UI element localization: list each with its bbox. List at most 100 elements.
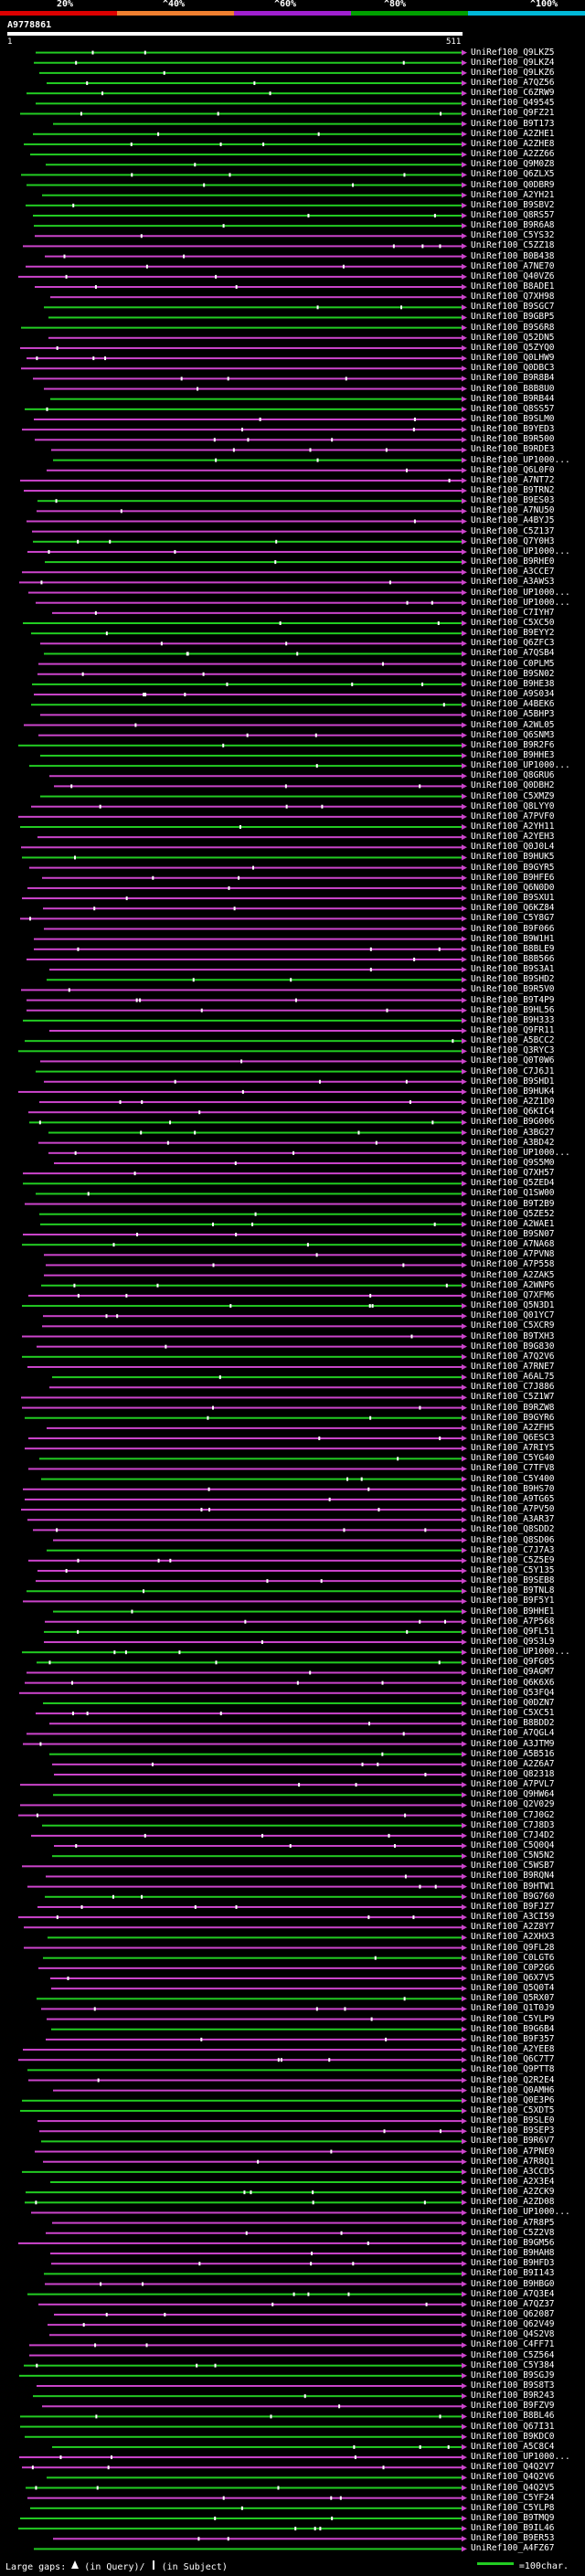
hit-label[interactable]: UniRef100_UP1000... <box>471 760 570 771</box>
hit-label[interactable]: UniRef100_B9HBG0 <box>471 2278 555 2289</box>
hit-label[interactable]: UniRef100_A3BD42 <box>471 1137 555 1148</box>
hit-label[interactable]: UniRef100_Q4Q2V7 <box>471 2462 555 2473</box>
hit-label[interactable]: UniRef100_Q0E3P6 <box>471 2094 555 2105</box>
hit-label[interactable]: UniRef100_Q53FQ4 <box>471 1687 555 1698</box>
hit-label[interactable]: UniRef100_B9T4P9 <box>471 994 555 1005</box>
hit-label[interactable]: UniRef100_C5Q0Q4 <box>471 1840 555 1851</box>
hit-label[interactable]: UniRef100_Q7XH57 <box>471 1168 555 1179</box>
hit-label[interactable]: UniRef100_A7Q3E4 <box>471 2288 555 2299</box>
hit-label[interactable]: UniRef100_B9SLE0 <box>471 2115 555 2126</box>
hit-label[interactable]: UniRef100_A9S034 <box>471 689 555 700</box>
hit-label[interactable]: UniRef100_Q0DBC3 <box>471 363 555 374</box>
hit-label[interactable]: UniRef100_B9GBP5 <box>471 312 555 323</box>
hit-label[interactable]: UniRef100_Q9LKZ6 <box>471 67 555 78</box>
hit-label[interactable]: UniRef100_A7QGL4 <box>471 1728 555 1739</box>
hit-label[interactable]: UniRef100_Q62087 <box>471 2308 555 2319</box>
hit-label[interactable]: UniRef100_A2Z6A7 <box>471 1758 555 1769</box>
hit-label[interactable]: UniRef100_B9S3A1 <box>471 964 555 975</box>
hit-label[interactable]: UniRef100_Q6ZFC3 <box>471 638 555 649</box>
hit-label[interactable]: UniRef100_Q5RX07 <box>471 1993 555 2004</box>
hit-label[interactable]: UniRef100_B9HUK4 <box>471 1086 555 1097</box>
hit-label[interactable]: UniRef100_A2XHX3 <box>471 1932 555 1943</box>
hit-label[interactable]: UniRef100_A7R8Q1 <box>471 2156 555 2167</box>
hit-label[interactable]: UniRef100_Q0DBH2 <box>471 780 555 791</box>
hit-label[interactable]: UniRef100_A7QSB4 <box>471 648 555 659</box>
hit-label[interactable]: UniRef100_B8BDD2 <box>471 1718 555 1729</box>
hit-label[interactable]: UniRef100_A7PVL7 <box>471 1779 555 1790</box>
hit-label[interactable]: UniRef100_A7PNE0 <box>471 2146 555 2157</box>
hit-label[interactable]: UniRef100_Q40VZ6 <box>471 270 555 281</box>
hit-label[interactable]: UniRef100_A7NU50 <box>471 505 555 516</box>
hit-label[interactable]: UniRef100_Q01YC7 <box>471 1310 555 1321</box>
hit-label[interactable]: UniRef100_C5XDT5 <box>471 2104 555 2115</box>
hit-label[interactable]: UniRef100_C5YS32 <box>471 230 555 241</box>
hit-label[interactable]: UniRef100_C0PLM5 <box>471 658 555 669</box>
hit-label[interactable]: UniRef100_Q8RS57 <box>471 209 555 220</box>
hit-label[interactable]: UniRef100_A3AR37 <box>471 1514 555 1525</box>
hit-label[interactable]: UniRef100_B9R6A8 <box>471 220 555 231</box>
hit-label[interactable]: UniRef100_C5Y8G7 <box>471 913 555 924</box>
hit-label[interactable]: UniRef100_A3CCD5 <box>471 2166 555 2177</box>
hit-label[interactable]: UniRef100_Q8GRU6 <box>471 770 555 781</box>
hit-label[interactable]: UniRef100_B9IL46 <box>471 2523 555 2534</box>
hit-label[interactable]: UniRef100_A7Q2V6 <box>471 1351 555 1362</box>
hit-label[interactable]: UniRef100_B9RDE3 <box>471 444 555 455</box>
hit-label[interactable]: UniRef100_A2ZZ66 <box>471 149 555 160</box>
hit-label[interactable]: UniRef100_B0B438 <box>471 250 555 261</box>
hit-label[interactable]: UniRef100_Q3RYC3 <box>471 1045 555 1056</box>
hit-label[interactable]: UniRef100_C0P2G6 <box>471 1962 555 1973</box>
hit-label[interactable]: UniRef100_B9G830 <box>471 1341 555 1352</box>
hit-label[interactable]: UniRef100_A2ZHE8 <box>471 138 555 149</box>
hit-label[interactable]: UniRef100_Q9AGM7 <box>471 1667 555 1678</box>
hit-label[interactable]: UniRef100_A2YH11 <box>471 822 555 832</box>
hit-label[interactable]: UniRef100_Q7Y0H3 <box>471 535 555 546</box>
hit-label[interactable]: UniRef100_A7NT72 <box>471 474 555 485</box>
hit-label[interactable]: UniRef100_Q1SW00 <box>471 1188 555 1199</box>
hit-label[interactable]: UniRef100_B9SXU1 <box>471 893 555 904</box>
hit-label[interactable]: UniRef100_Q7XH98 <box>471 292 555 302</box>
hit-label[interactable]: UniRef100_B8BL46 <box>471 2411 555 2422</box>
hit-label[interactable]: UniRef100_UP1000... <box>471 1647 570 1658</box>
hit-label[interactable]: UniRef100_C0LGT6 <box>471 1952 555 1963</box>
hit-label[interactable]: UniRef100_B9SN07 <box>471 1229 555 1240</box>
hit-label[interactable]: UniRef100_A4BYJ5 <box>471 515 555 526</box>
hit-label[interactable]: UniRef100_Q4Q2V5 <box>471 2482 555 2493</box>
hit-label[interactable]: UniRef100_Q6K6X6 <box>471 1677 555 1688</box>
hit-label[interactable]: UniRef100_B9G760 <box>471 1891 555 1902</box>
hit-label[interactable]: UniRef100_UP1000... <box>471 597 570 608</box>
hit-label[interactable]: UniRef100_A2YEH3 <box>471 832 555 843</box>
hit-label[interactable]: UniRef100_B9R243 <box>471 2390 555 2401</box>
hit-label[interactable]: UniRef100_UP1000... <box>471 2452 570 2463</box>
hit-label[interactable]: UniRef100_B9GYR6 <box>471 1412 555 1423</box>
hit-label[interactable]: UniRef100_Q7XFM6 <box>471 1289 555 1300</box>
hit-label[interactable]: UniRef100_Q5Q0T4 <box>471 1983 555 1994</box>
hit-label[interactable]: UniRef100_C6ZRW9 <box>471 88 555 99</box>
hit-label[interactable]: UniRef100_B9G6B4 <box>471 2023 555 2034</box>
hit-label[interactable]: UniRef100_B9HUK5 <box>471 852 555 863</box>
hit-label[interactable]: UniRef100_B9RHE0 <box>471 557 555 567</box>
hit-label[interactable]: UniRef100_B9RQN4 <box>471 1871 555 1882</box>
hit-label[interactable]: UniRef100_A4BEK6 <box>471 699 555 710</box>
hit-label[interactable]: UniRef100_A2X3E4 <box>471 2177 555 2187</box>
hit-label[interactable]: UniRef100_Q9LKZ5 <box>471 47 555 58</box>
hit-label[interactable]: UniRef100_B9TRN2 <box>471 485 555 496</box>
hit-label[interactable]: UniRef100_C7TFV8 <box>471 1463 555 1474</box>
hit-label[interactable]: UniRef100_Q6N0D0 <box>471 882 555 893</box>
hit-label[interactable]: UniRef100_B9R5V0 <box>471 984 555 995</box>
hit-label[interactable]: UniRef100_Q9PTT8 <box>471 2064 555 2075</box>
hit-label[interactable]: UniRef100_B9HE38 <box>471 678 555 689</box>
hit-label[interactable]: UniRef100_Q8LYY0 <box>471 800 555 811</box>
hit-label[interactable]: UniRef100_Q6X7V5 <box>471 1973 555 1983</box>
hit-label[interactable]: UniRef100_B9GYR5 <box>471 862 555 873</box>
hit-label[interactable]: UniRef100_A5B516 <box>471 1748 555 1759</box>
hit-label[interactable]: UniRef100_C7J886 <box>471 1382 555 1393</box>
hit-label[interactable]: UniRef100_B9G006 <box>471 1117 555 1128</box>
hit-label[interactable]: UniRef100_C7J6J1 <box>471 1065 555 1076</box>
hit-label[interactable]: UniRef100_Q9HW64 <box>471 1789 555 1800</box>
hit-label[interactable]: UniRef100_Q5ZYQ0 <box>471 342 555 353</box>
hit-label[interactable]: UniRef100_B9SGJ9 <box>471 2369 555 2380</box>
hit-label[interactable]: UniRef100_B9SN02 <box>471 668 555 679</box>
hit-label[interactable]: UniRef100_B9TNL8 <box>471 1585 555 1596</box>
hit-label[interactable]: UniRef100_B9HS70 <box>471 1483 555 1494</box>
hit-label[interactable]: UniRef100_B9HL56 <box>471 1004 555 1015</box>
